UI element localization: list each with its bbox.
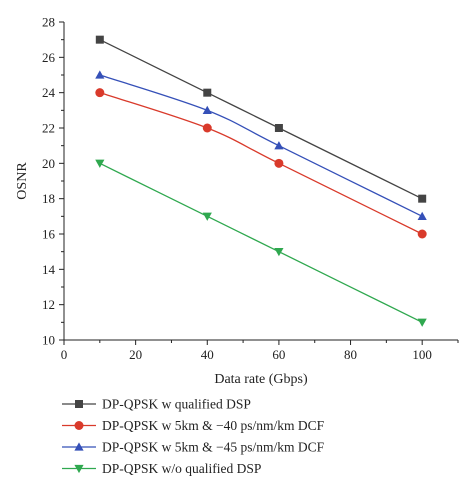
- data-point: [95, 70, 105, 79]
- legend-label: DP-QPSK w qualified DSP: [102, 397, 251, 412]
- x-axis-title: Data rate (Gbps): [214, 372, 308, 387]
- series-points: [95, 35, 427, 327]
- data-point: [274, 158, 284, 168]
- x-tick-label: 40: [201, 347, 214, 362]
- legend-marker: [74, 421, 84, 430]
- series-line: [99, 74, 423, 217]
- legend-label: DP-QPSK w 5km & −45 ps/nm/km DCF: [102, 440, 325, 455]
- y-tick-label: 10: [42, 333, 55, 348]
- x-tick-label: 60: [272, 347, 285, 362]
- x-tick-label: 20: [129, 347, 142, 362]
- data-point: [202, 123, 212, 133]
- y-tick-label: 20: [42, 156, 55, 171]
- series-line: [99, 39, 423, 200]
- legend-label: DP-QPSK w 5km & −40 ps/nm/km DCF: [102, 418, 325, 433]
- y-tick-label: 12: [42, 297, 55, 312]
- series-line: [99, 92, 423, 235]
- data-point: [95, 159, 105, 168]
- data-point: [417, 318, 427, 327]
- legend: DP-QPSK w qualified DSP DP-QPSK w 5km & −…: [62, 397, 325, 476]
- data-point: [417, 229, 427, 239]
- legend-label: DP-QPSK w/o qualified DSP: [102, 461, 261, 476]
- y-tick-label: 28: [42, 15, 55, 30]
- plot-area: 0 20 40 60 80 100 10 12 14 16 18 20 22 24 26 28: [42, 15, 459, 362]
- data-point: [202, 212, 212, 221]
- series-lines: [99, 39, 423, 323]
- y-axis-title: OSNR: [15, 162, 30, 200]
- data-point: [274, 141, 284, 150]
- x-axis-ticks: 0 20 40 60 80 100: [61, 340, 459, 362]
- data-point: [95, 35, 104, 44]
- y-tick-label: 16: [42, 227, 56, 242]
- legend-marker: [75, 400, 83, 408]
- series-line: [99, 162, 423, 323]
- x-tick-label: 100: [412, 347, 432, 362]
- data-point: [418, 194, 427, 203]
- legend-marker: [74, 442, 84, 451]
- data-point: [274, 124, 283, 132]
- y-axis-ticks: 10 12 14 16 18 20 22 24 26 28: [42, 15, 64, 348]
- y-tick-label: 22: [42, 121, 55, 136]
- y-tick-label: 18: [42, 191, 55, 206]
- y-tick-label: 14: [42, 262, 56, 277]
- x-tick-label: 80: [344, 347, 357, 362]
- y-tick-label: 24: [42, 85, 56, 100]
- x-tick-label: 0: [61, 347, 68, 362]
- data-point: [202, 105, 212, 115]
- data-point: [417, 211, 427, 221]
- data-point: [203, 88, 212, 97]
- legend-marker: [74, 464, 84, 474]
- y-tick-label: 26: [42, 50, 56, 65]
- data-point: [95, 88, 105, 98]
- data-point: [274, 247, 284, 257]
